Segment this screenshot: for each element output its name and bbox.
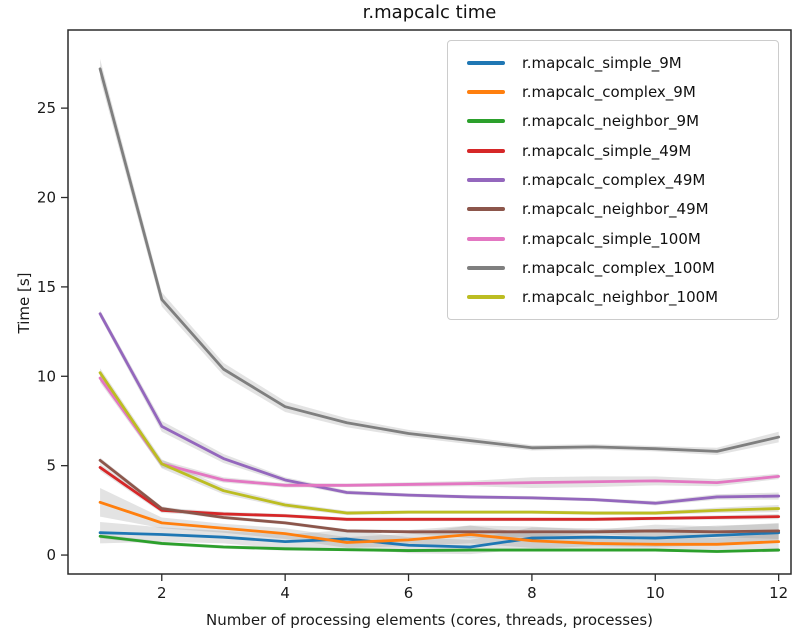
legend-swatch (467, 265, 505, 270)
y-tick-label: 15 (37, 278, 56, 296)
legend-swatch (467, 119, 505, 124)
legend-label: r.mapcalc_neighbor_100M (522, 288, 719, 307)
x-tick-label: 8 (527, 584, 537, 602)
legend-item: r.mapcalc_complex_9M (458, 83, 768, 101)
legend-label: r.mapcalc_neighbor_9M (522, 112, 700, 131)
legend-item: r.mapcalc_neighbor_49M (458, 200, 768, 218)
series-line-r.mapcalc_simple_9M (98, 531, 781, 549)
y-tick-label: 10 (37, 367, 56, 385)
legend-label: r.mapcalc_complex_9M (522, 82, 696, 101)
x-tick-label: 6 (404, 584, 414, 602)
legend-swatch (467, 295, 505, 300)
legend-item: r.mapcalc_complex_100M (458, 259, 768, 277)
x-tick-label: 12 (769, 584, 788, 602)
error-band-r.mapcalc_neighbor_100M (100, 368, 779, 516)
legend-swatch (467, 177, 505, 182)
legend-swatch (467, 60, 505, 65)
x-tick-label: 10 (646, 584, 665, 602)
legend-item: r.mapcalc_simple_49M (458, 142, 768, 160)
x-tick-label: 4 (280, 584, 290, 602)
series-line-r.mapcalc_complex_49M (98, 312, 781, 505)
legend-swatch (467, 89, 505, 94)
legend-item: r.mapcalc_simple_9M (458, 54, 768, 72)
legend-label: r.mapcalc_simple_100M (522, 229, 701, 248)
axes-frame (67, 29, 792, 575)
series-line-r.mapcalc_simple_100M (98, 376, 781, 487)
legend-swatch (467, 207, 505, 212)
y-tick-label: 20 (37, 189, 56, 207)
error-band-r.mapcalc_simple_100M (100, 373, 779, 489)
legend-item: r.mapcalc_complex_49M (458, 171, 768, 189)
legend-swatch (467, 236, 505, 241)
series-line-r.mapcalc_neighbor_100M (98, 371, 781, 515)
y-tick-label: 5 (46, 457, 56, 475)
series-line-r.mapcalc_neighbor_9M (98, 534, 781, 553)
legend-label: r.mapcalc_simple_49M (522, 141, 692, 160)
series-line-r.mapcalc_simple_49M (98, 466, 781, 521)
y-axis-label: Time [s] (15, 272, 33, 334)
series-line-r.mapcalc_complex_9M (98, 500, 781, 546)
y-tick-label: 25 (37, 99, 56, 117)
series-line-r.mapcalc_neighbor_49M (98, 458, 781, 534)
error-band-r.mapcalc_complex_9M (100, 488, 779, 552)
series-line-r.mapcalc_complex_100M (98, 67, 781, 453)
legend-label: r.mapcalc_neighbor_49M (522, 200, 709, 219)
legend-item: r.mapcalc_neighbor_100M (458, 288, 768, 306)
error-band-r.mapcalc_simple_9M (100, 521, 779, 555)
x-tick-label: 2 (157, 584, 167, 602)
legend-label: r.mapcalc_complex_100M (522, 258, 715, 277)
x-axis-label: Number of processing elements (cores, th… (205, 611, 654, 629)
legend-label: r.mapcalc_simple_9M (522, 53, 682, 72)
legend-item: r.mapcalc_neighbor_9M (458, 112, 768, 130)
legend-swatch (467, 148, 505, 153)
chart-title: r.mapcalc time (362, 2, 497, 23)
y-tick-label: 0 (46, 546, 56, 564)
legend-label: r.mapcalc_complex_49M (522, 170, 706, 189)
legend-item: r.mapcalc_simple_100M (458, 230, 768, 248)
